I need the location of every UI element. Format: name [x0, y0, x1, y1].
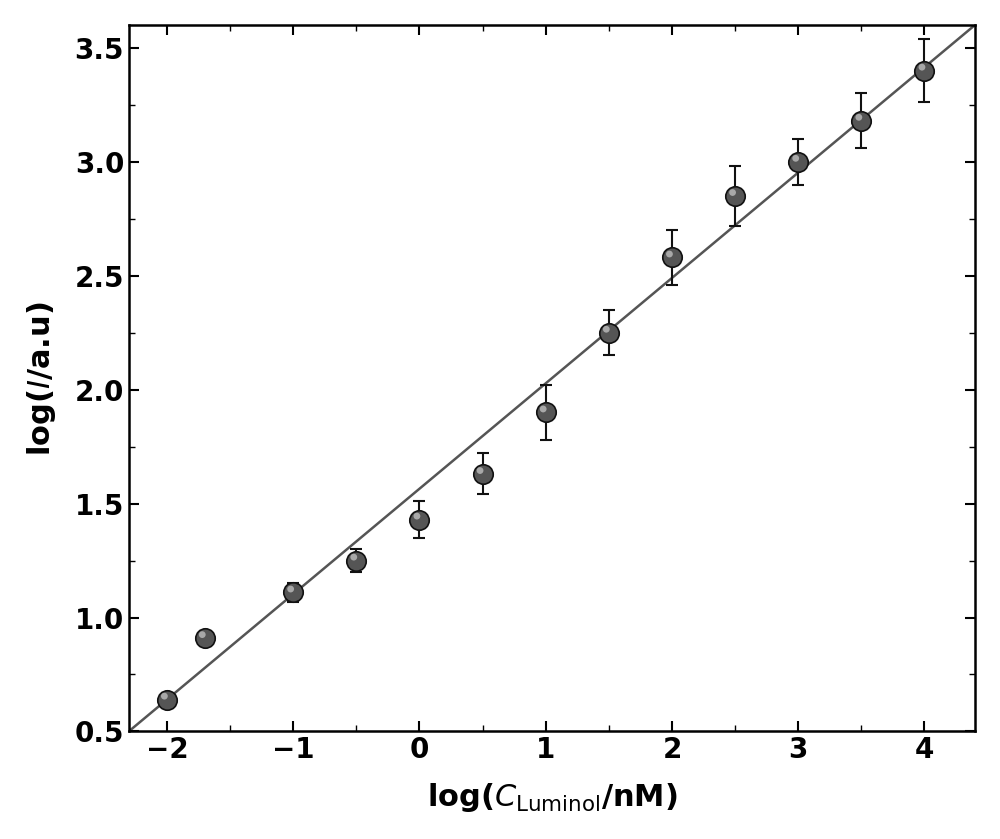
Point [535, 402, 551, 415]
Point [661, 248, 677, 261]
Point [197, 631, 213, 644]
Point [664, 251, 680, 264]
Point [156, 690, 172, 703]
Point [159, 693, 175, 706]
Point [916, 64, 932, 77]
Point [285, 586, 301, 599]
Point [790, 155, 806, 169]
Point [727, 190, 743, 203]
Point [914, 60, 930, 74]
Point [725, 185, 741, 199]
Point [348, 554, 364, 567]
Point [283, 582, 299, 596]
Point [853, 114, 869, 128]
Point [411, 513, 427, 526]
Point [601, 326, 617, 339]
Y-axis label: log($\mathit{I}$/a.u): log($\mathit{I}$/a.u) [25, 301, 58, 456]
Point [598, 322, 614, 336]
Point [788, 152, 804, 165]
Point [538, 406, 554, 420]
Point [346, 550, 362, 564]
Point [475, 467, 491, 481]
Point [409, 509, 425, 523]
Point [851, 111, 867, 124]
X-axis label: log($\mathit{C}_{\mathrm{Luminol}}$/nM): log($\mathit{C}_{\mathrm{Luminol}}$/nM) [427, 781, 677, 814]
Point [472, 464, 488, 477]
Point [194, 628, 210, 641]
